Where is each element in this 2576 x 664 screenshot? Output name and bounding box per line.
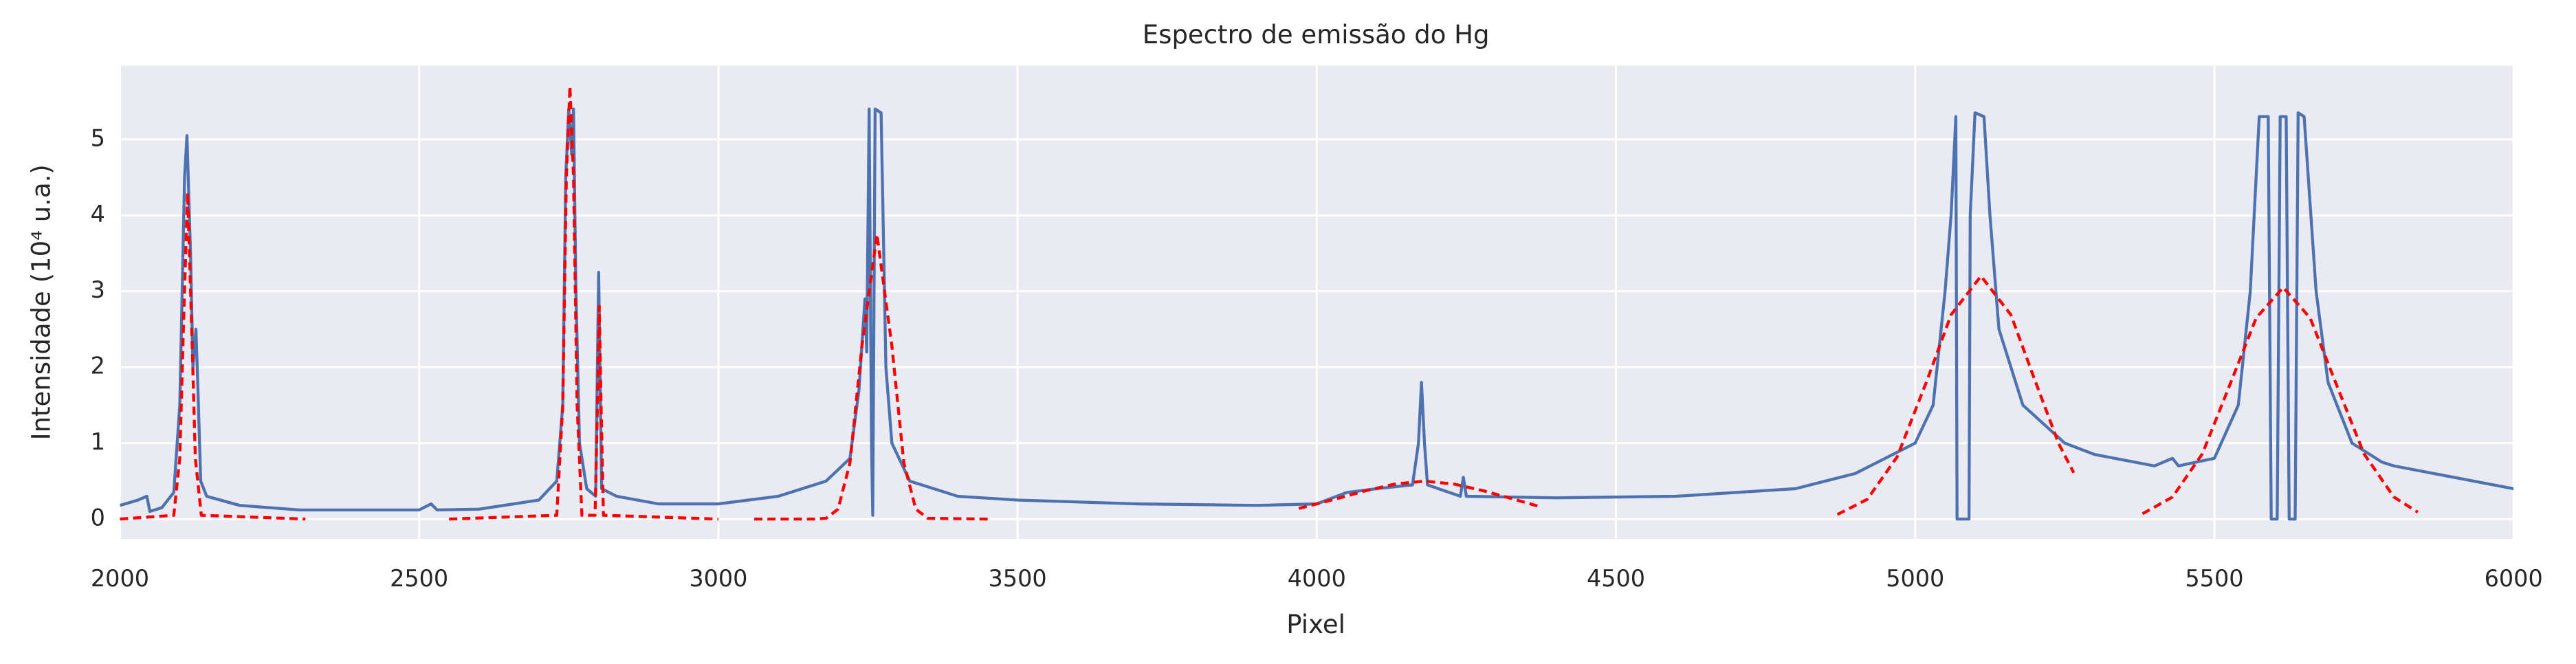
y-tick-label: 1 [91, 428, 105, 455]
x-tick-label: 5000 [1886, 565, 1944, 592]
series-line [754, 232, 988, 521]
x-tick-label: 2000 [91, 565, 149, 592]
x-tick-label: 5500 [2185, 565, 2243, 592]
x-tick-label: 4000 [1288, 565, 1346, 592]
series-line [1836, 274, 2076, 516]
chart-title: Espectro de emissão do Hg [1143, 20, 1490, 49]
series-line [120, 107, 2514, 521]
x-tick-label: 6000 [2485, 565, 2543, 592]
y-tick-label: 5 [91, 124, 105, 151]
series-line [1298, 479, 1539, 510]
y-tick-label: 0 [91, 505, 105, 531]
x-tick-label: 2500 [390, 565, 448, 592]
x-tick-label: 3000 [689, 565, 747, 592]
y-tick-label: 4 [91, 201, 105, 228]
x-tick-label: 4500 [1587, 565, 1645, 592]
series-line [449, 85, 718, 521]
y-tick-label: 2 [91, 353, 105, 379]
series-line [2142, 286, 2419, 516]
x-axis-label: Pixel [1286, 610, 1345, 639]
y-tick-label: 3 [91, 276, 105, 303]
x-tick-label: 3500 [989, 565, 1047, 592]
series-line [120, 190, 306, 521]
y-axis-label: Intensidade (10⁴ u.a.) [27, 164, 56, 440]
